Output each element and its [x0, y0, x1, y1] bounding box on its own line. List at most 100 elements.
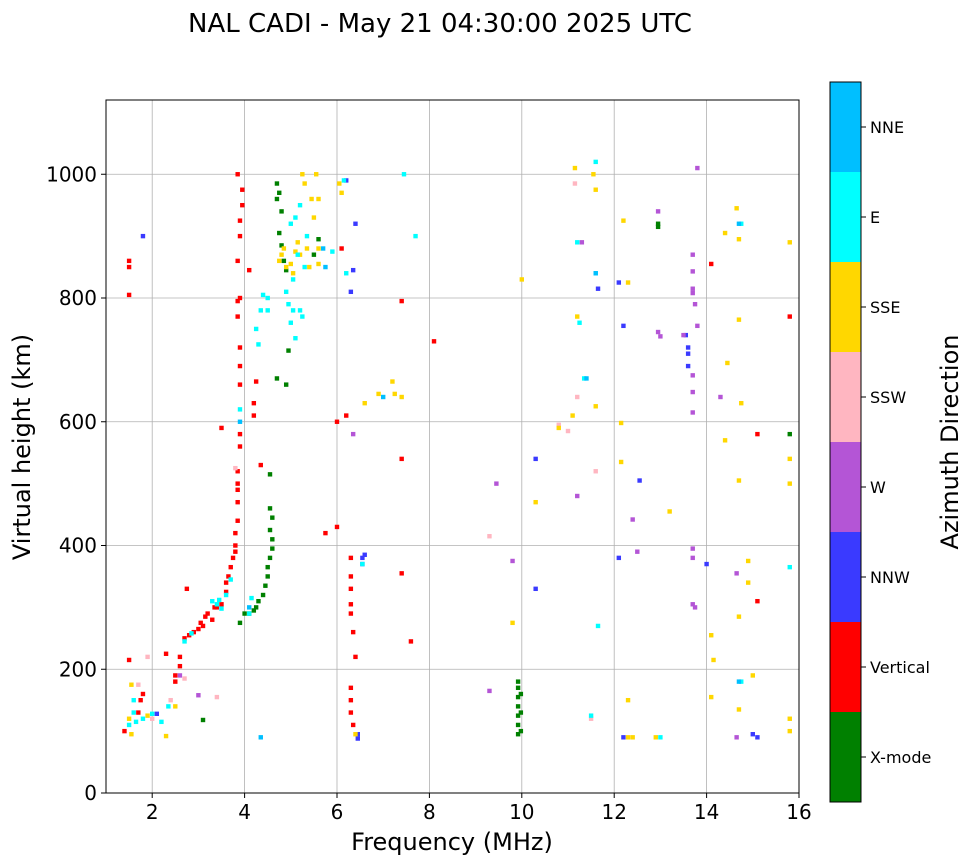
- echo-point: [237, 431, 243, 437]
- echo-point: [695, 323, 700, 329]
- echo-point: [237, 620, 243, 626]
- echo-point: [360, 555, 365, 561]
- series-w: [177, 165, 739, 740]
- echo-point: [690, 410, 695, 415]
- echo-point: [154, 711, 160, 716]
- colorbar-label-ssw: SSW: [870, 388, 906, 407]
- echo-point: [584, 376, 589, 381]
- echo-point: [685, 363, 691, 369]
- echo-point: [787, 314, 792, 319]
- echo-point: [219, 602, 224, 607]
- echo-point: [126, 657, 132, 663]
- echo-point: [750, 673, 755, 678]
- echo-point: [515, 713, 521, 718]
- echo-point: [667, 509, 672, 514]
- echo-point: [186, 633, 192, 638]
- echo-point: [787, 728, 792, 734]
- colorbar-swatch: [830, 82, 861, 172]
- echo-point: [233, 543, 238, 548]
- colorbar-label-vertical: Vertical: [870, 658, 930, 677]
- echo-point: [223, 592, 229, 598]
- echo-point: [237, 419, 243, 424]
- echo-point: [360, 561, 365, 567]
- echo-point: [593, 271, 598, 276]
- echo-point: [274, 196, 280, 202]
- x-tick-label: 4: [238, 800, 251, 824]
- echo-point: [658, 334, 663, 339]
- echo-point: [518, 728, 524, 734]
- echo-point: [249, 595, 254, 601]
- echo-point: [260, 292, 266, 298]
- echo-point: [695, 165, 700, 171]
- echo-point: [709, 694, 714, 700]
- echo-point: [228, 564, 233, 570]
- echo-point: [339, 190, 344, 196]
- echo-point: [572, 181, 578, 186]
- echo-point: [203, 614, 208, 619]
- echo-point: [131, 710, 136, 715]
- echo-point: [556, 422, 561, 428]
- echo-point: [683, 332, 689, 338]
- echo-point: [344, 178, 349, 183]
- echo-point: [293, 249, 298, 254]
- echo-point: [150, 716, 155, 721]
- echo-point: [126, 716, 132, 721]
- echo-point: [237, 444, 243, 449]
- colorbar-swatch: [830, 712, 861, 802]
- echo-point: [182, 639, 187, 644]
- echo-point: [290, 271, 296, 276]
- echo-point: [353, 221, 358, 226]
- echo-point: [233, 530, 238, 536]
- echo-point: [251, 608, 257, 613]
- echo-point: [258, 735, 263, 740]
- echo-point: [618, 420, 624, 426]
- echo-point: [182, 636, 187, 641]
- echo-point: [281, 258, 287, 264]
- echo-point: [223, 589, 229, 595]
- echo-point: [283, 289, 289, 295]
- echo-point: [655, 329, 661, 335]
- echo-point: [736, 478, 742, 483]
- echo-point: [755, 735, 760, 740]
- echo-point: [177, 673, 183, 678]
- echo-point: [311, 215, 317, 220]
- x-tick-label: 2: [146, 800, 159, 824]
- echo-point: [237, 345, 243, 350]
- echo-point: [575, 240, 580, 245]
- echo-point: [637, 478, 642, 483]
- echo-point: [216, 597, 222, 603]
- echo-point: [348, 685, 354, 691]
- echo-point: [401, 172, 407, 177]
- echo-point: [240, 202, 245, 208]
- echo-point: [745, 558, 751, 564]
- colorbar-label: Azimuth Direction: [936, 335, 964, 550]
- x-tick-label: 14: [694, 800, 719, 824]
- series-e: [126, 159, 792, 740]
- echo-point: [237, 363, 243, 369]
- series-x-mode: [200, 181, 792, 737]
- echo-point: [136, 682, 141, 687]
- y-tick-label: 1000: [46, 162, 97, 186]
- colorbar-swatch: [830, 352, 861, 442]
- echo-point: [253, 379, 259, 384]
- echo-point: [235, 481, 240, 486]
- echo-point: [711, 657, 716, 663]
- echo-point: [487, 688, 492, 694]
- echo-point: [718, 394, 723, 400]
- echo-point: [625, 697, 631, 703]
- echo-point: [210, 598, 215, 604]
- echo-point: [348, 710, 354, 715]
- echo-point: [630, 517, 635, 522]
- echo-point: [745, 580, 751, 585]
- echo-point: [655, 221, 661, 226]
- echo-point: [140, 233, 146, 239]
- echo-point: [182, 676, 187, 681]
- echo-point: [593, 187, 598, 192]
- echo-point: [709, 261, 714, 267]
- colorbar-label-e: E: [870, 208, 880, 227]
- echo-point: [277, 258, 282, 264]
- echo-point: [263, 583, 268, 588]
- y-tick-label: 0: [84, 781, 97, 805]
- echo-point: [575, 314, 580, 319]
- echo-point: [348, 697, 354, 703]
